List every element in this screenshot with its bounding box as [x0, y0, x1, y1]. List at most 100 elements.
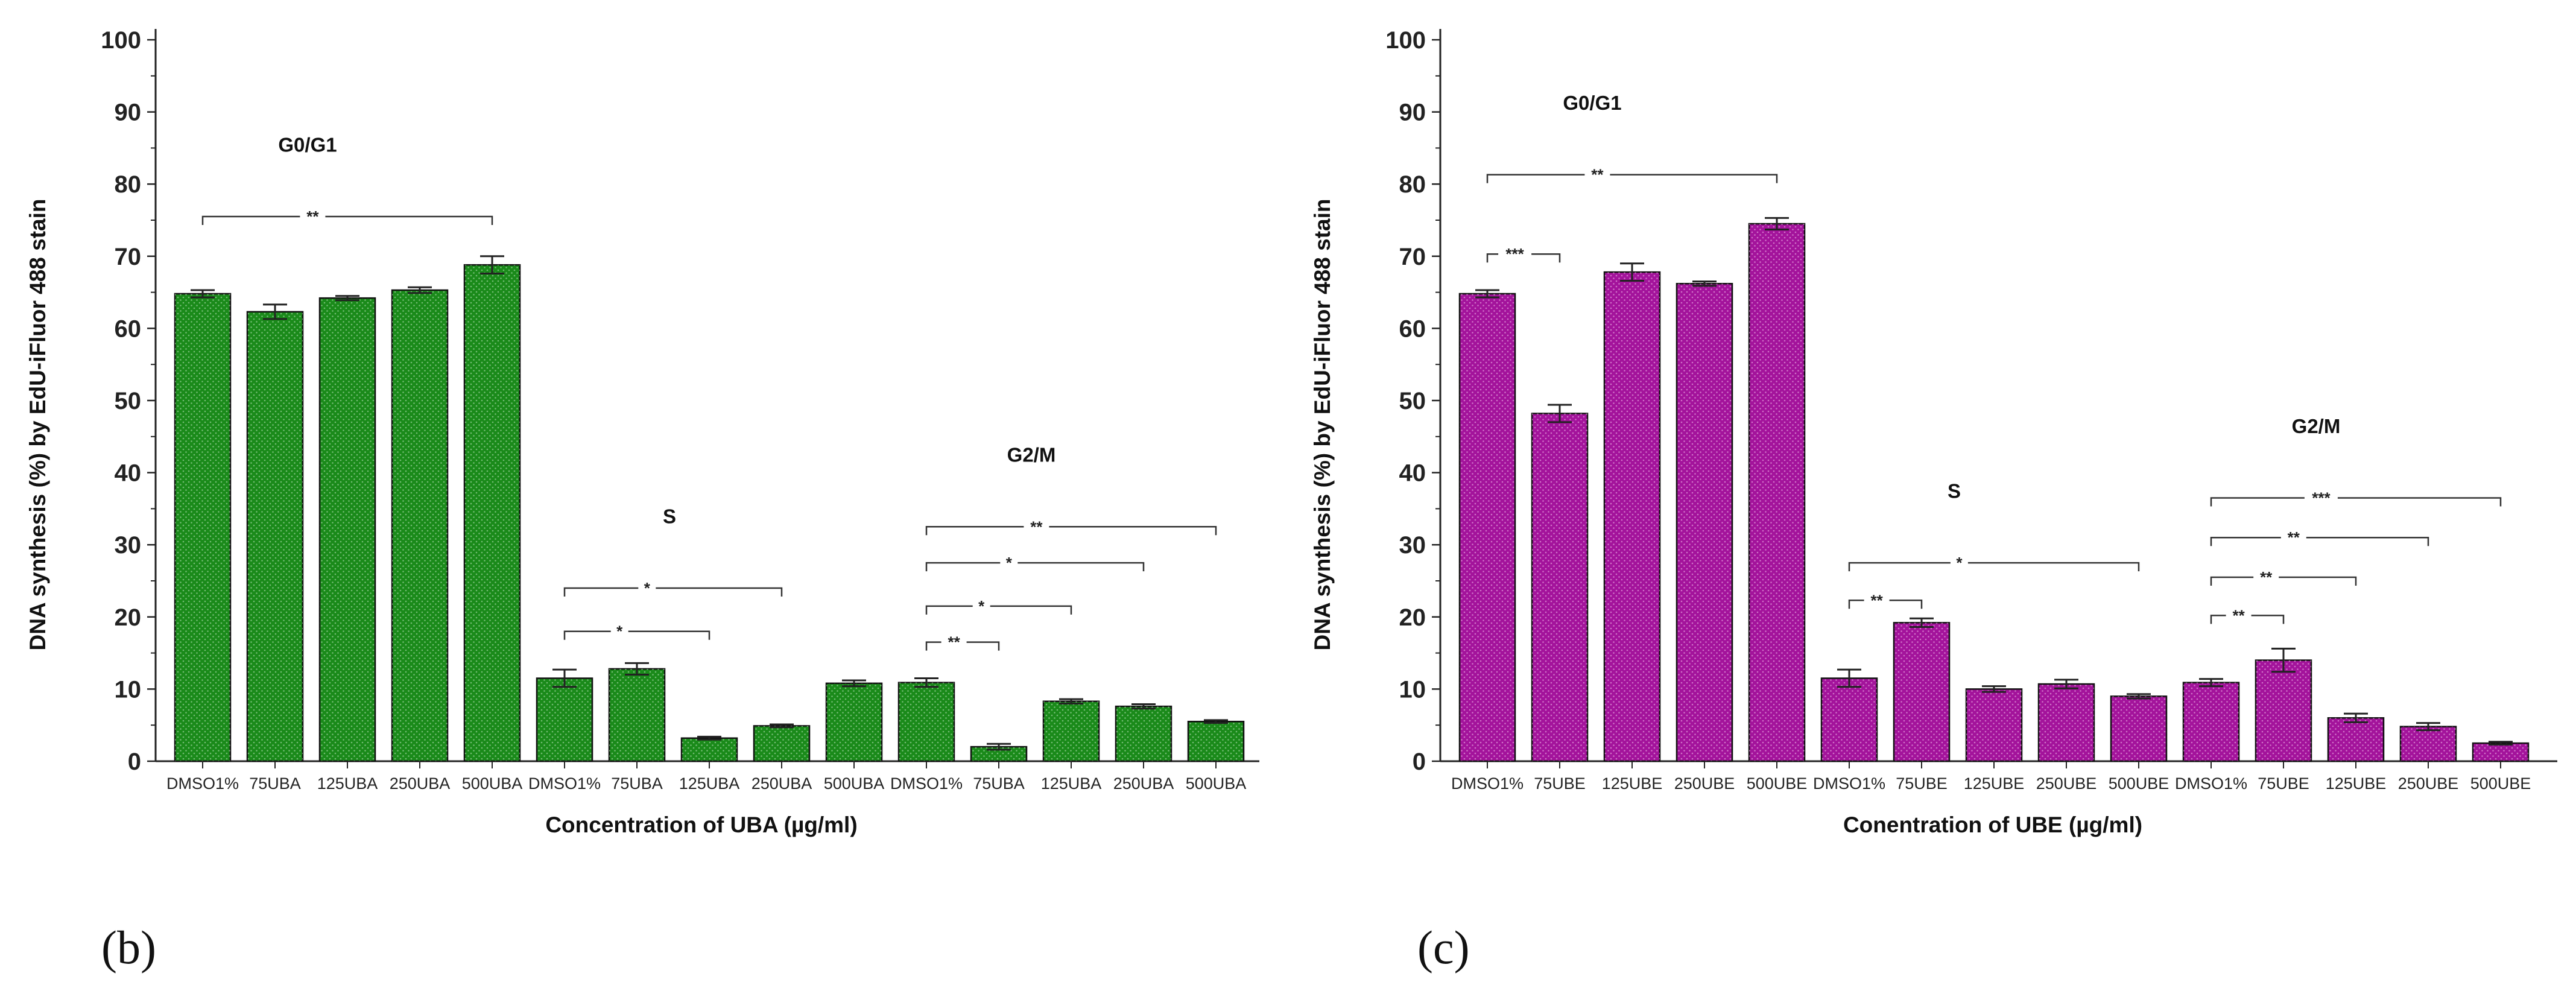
panel-label: (c)	[1417, 921, 1470, 974]
x-tick-label: 250UBE	[2036, 774, 2097, 793]
x-tick-label: DMSO1%	[166, 774, 239, 793]
x-tick-label: DMSO1%	[528, 774, 601, 793]
group-label: S	[1948, 480, 1961, 502]
y-tick-label: 60	[1399, 315, 1426, 342]
group-label: S	[663, 505, 676, 527]
significance-bracket	[201, 215, 300, 226]
x-tick-label: 250UBE	[1674, 774, 1735, 793]
significance-label: *	[978, 597, 985, 615]
x-tick-label: 250UBA	[752, 774, 812, 793]
y-tick-label: 0	[1413, 749, 1426, 775]
x-tick-label: 125UBE	[1964, 774, 2025, 793]
x-tick-label: 500UBE	[1747, 774, 1808, 793]
bar-texture	[1677, 283, 1732, 761]
significance-bracket	[990, 605, 1072, 615]
group-label: G0/G1	[278, 133, 337, 156]
significance-label: *	[644, 579, 651, 597]
x-axis-title: Concentration of UBA (µg/ml)	[545, 812, 857, 837]
bar-texture	[175, 293, 230, 761]
bar-texture	[1749, 223, 1805, 762]
significance-bracket	[2306, 536, 2429, 546]
significance-bracket	[925, 641, 941, 651]
bar-texture	[1116, 706, 1171, 761]
y-tick-label: 90	[1399, 100, 1426, 126]
bar-texture	[1604, 272, 1660, 761]
y-tick-label: 80	[1399, 171, 1426, 198]
x-tick-label: 250UBA	[390, 774, 451, 793]
x-tick-label: DMSO1%	[890, 774, 963, 793]
bar-texture	[899, 682, 954, 761]
x-tick-label: 250UBE	[2398, 774, 2459, 793]
y-tick-label: 10	[1399, 676, 1426, 703]
bar-texture	[392, 290, 448, 762]
x-tick-label: 75UBA	[973, 774, 1025, 793]
significance-bracket	[2210, 536, 2281, 546]
x-tick-label: 75UBA	[611, 774, 663, 793]
significance-label: **	[948, 633, 960, 651]
y-tick-label: 50	[1399, 388, 1426, 414]
x-tick-label: 500UBA	[462, 774, 523, 793]
x-tick-label: DMSO1%	[2175, 774, 2247, 793]
x-tick-label: 500UBA	[1186, 774, 1247, 793]
bar-texture	[1894, 622, 1949, 761]
x-tick-label: DMSO1%	[1813, 774, 1885, 793]
significance-bracket	[2279, 576, 2357, 586]
y-tick-label: 40	[1399, 460, 1426, 487]
significance-bracket	[1531, 253, 1561, 263]
y-tick-label: 70	[115, 244, 142, 270]
significance-bracket	[563, 587, 639, 597]
significance-bracket	[2251, 615, 2285, 624]
y-tick-label: 30	[115, 532, 142, 559]
significance-bracket	[1486, 174, 1585, 183]
significance-label: ***	[2312, 489, 2331, 507]
bar-texture	[971, 747, 1027, 761]
x-tick-label: 500UBE	[2109, 774, 2169, 793]
bar-texture	[320, 298, 375, 762]
group-label: G2/M	[2292, 415, 2341, 437]
x-tick-label: 75UBE	[1534, 774, 1586, 793]
significance-bracket	[1848, 562, 1951, 572]
bar-texture	[682, 738, 737, 761]
y-tick-label: 20	[115, 604, 142, 631]
bar-texture	[2473, 743, 2528, 761]
chart-panel-c: 0 10 20 30 40 50 60 70 80 90 100 DMSO1% 75UBE 125UBE 2…	[1310, 27, 2557, 974]
significance-bracket	[656, 587, 783, 597]
significance-label: *	[1956, 554, 1963, 572]
panel-label: (b)	[101, 921, 156, 974]
x-tick-label: 125UBA	[679, 774, 740, 793]
significance-label: *	[616, 622, 623, 641]
significance-bracket	[2210, 615, 2226, 624]
bar-texture	[1043, 701, 1099, 761]
significance-bracket	[1848, 600, 1864, 609]
bar-texture	[464, 265, 520, 762]
y-tick-label: 60	[115, 315, 142, 342]
y-axis-title: DNA synthesis (%) by EdU-iFluor 488 stai…	[25, 198, 50, 650]
bar-texture	[1188, 721, 1244, 761]
significance-label: **	[1870, 591, 1883, 609]
x-tick-label: 125UBA	[1041, 774, 1102, 793]
x-tick-label: 125UBE	[2326, 774, 2387, 793]
x-tick-label: 75UBE	[1896, 774, 1948, 793]
y-tick-label: 70	[1399, 244, 1426, 270]
significance-bracket	[2210, 576, 2254, 586]
significance-bracket	[966, 641, 1000, 651]
chart-panel-b: 0 10 20 30 40 50 60 70 80 90 100 DMSO1% 75UBA 125UBA 2…	[25, 27, 1259, 974]
x-tick-label: 250UBA	[1113, 774, 1174, 793]
y-tick-label: 50	[115, 388, 142, 414]
x-tick-label: 500UBA	[824, 774, 885, 793]
significance-bracket	[1889, 600, 1923, 609]
x-tick-label: 125UBA	[317, 774, 378, 793]
bar-texture	[2183, 682, 2239, 761]
significance-bracket	[1017, 562, 1145, 572]
bar-texture	[537, 678, 592, 761]
y-tick-label: 40	[115, 460, 142, 487]
bar-texture	[247, 311, 303, 761]
significance-label: **	[1591, 166, 1604, 184]
group-label: G2/M	[1007, 444, 1056, 466]
y-tick-label: 30	[1399, 532, 1426, 559]
x-axis-title: Conentration of UBE (µg/ml)	[1843, 812, 2142, 837]
significance-bracket	[925, 526, 1024, 536]
y-tick-label: 100	[1385, 27, 1426, 54]
bar-texture	[2039, 684, 2094, 761]
